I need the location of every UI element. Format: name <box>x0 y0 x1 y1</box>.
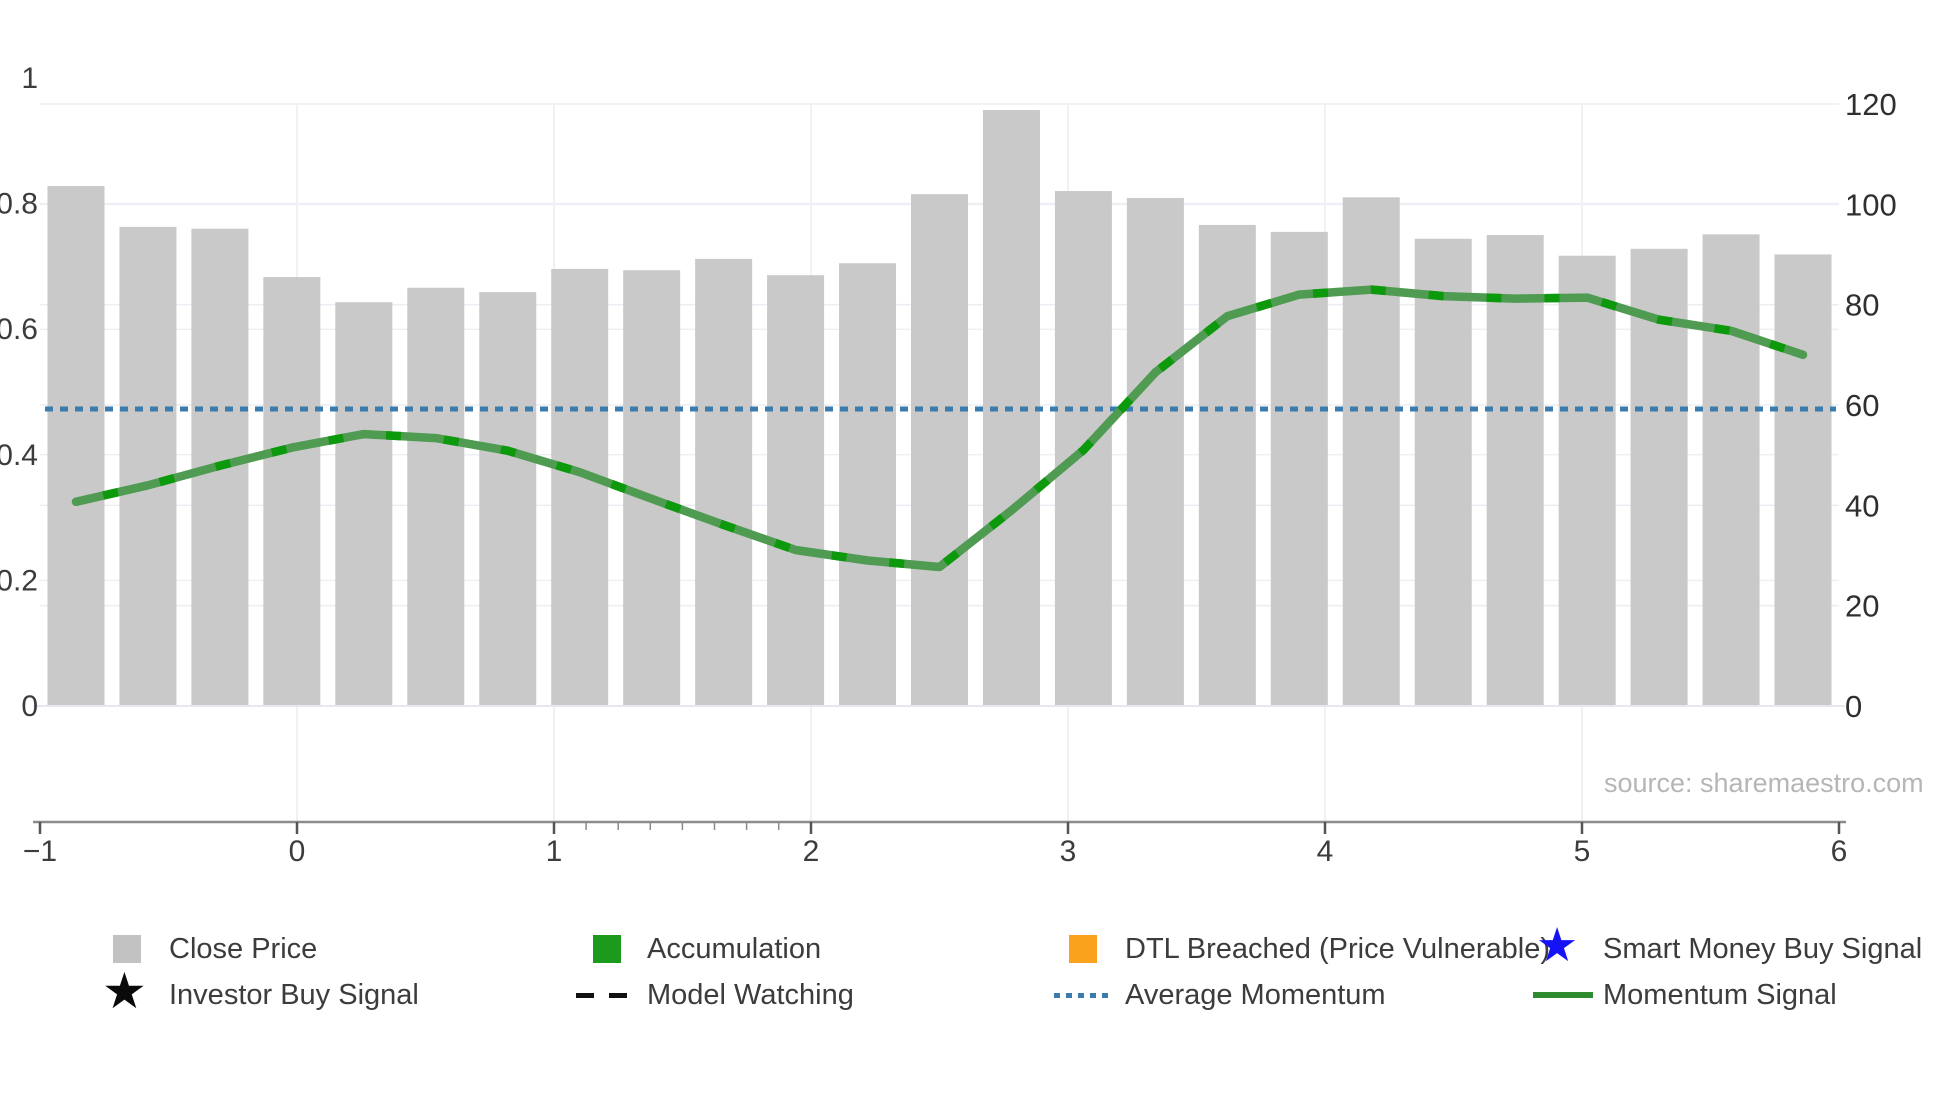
close-price-bars <box>47 110 1832 707</box>
momentum-signal-line-icon[interactable] <box>1533 992 1593 998</box>
right-axis-tick-label: 60 <box>1845 388 1879 423</box>
left-axis-tick-label: 0 <box>21 690 38 723</box>
right-axis-tick-label: 40 <box>1845 488 1879 523</box>
legend-label-model-watching[interactable]: Model Watching <box>647 979 854 1011</box>
right-axis-labels: 0 20 40 60 80 100 120 <box>1845 87 1897 724</box>
x-axis-tick-label: 6 <box>1831 835 1848 868</box>
close-price-bar <box>695 258 753 706</box>
left-axis-tick-label: 0.4 <box>0 439 38 472</box>
x-axis-tick-label: −1 <box>23 835 57 868</box>
close-price-bar <box>1126 197 1184 706</box>
accumulation-swatch-icon[interactable] <box>593 935 621 963</box>
right-axis-tick-label: 80 <box>1845 288 1879 323</box>
close-price-bar <box>335 302 393 706</box>
legend-label-smart-money[interactable]: Smart Money Buy Signal <box>1603 933 1923 965</box>
legend-label-momentum-signal[interactable]: Momentum Signal <box>1603 979 1837 1011</box>
x-axis-tick-label: 0 <box>289 835 306 868</box>
legend-label-accumulation[interactable]: Accumulation <box>647 933 822 965</box>
legend-label-dtl-breached[interactable]: DTL Breached (Price Vulnerable) <box>1125 933 1550 965</box>
legend-label-close-price[interactable]: Close Price <box>169 933 318 965</box>
close-price-bar <box>1270 231 1328 707</box>
left-axis-tick-label: 0.6 <box>0 313 38 346</box>
x-axis-tick-label: 4 <box>1317 835 1334 868</box>
close-price-bar <box>551 268 609 706</box>
left-axis-tick-label: 0.8 <box>0 188 38 221</box>
legend-label-average-momentum[interactable]: Average Momentum <box>1125 979 1386 1011</box>
close-price-bar <box>407 287 465 706</box>
left-axis-labels: 0 0.2 0.4 0.6 0.8 1 <box>0 62 38 723</box>
average-momentum-dots-icon[interactable] <box>1054 993 1108 998</box>
close-price-bar <box>119 226 177 706</box>
dtl-breached-swatch-icon[interactable] <box>1069 935 1097 963</box>
right-axis-tick-label: 100 <box>1845 187 1897 222</box>
smart-money-buy-star-icon[interactable]: ★ <box>1536 918 1579 973</box>
x-axis-tick-label: 1 <box>546 835 563 868</box>
close-price-bar <box>1414 238 1472 706</box>
left-axis-tick-label: 0.2 <box>0 564 38 597</box>
right-axis-tick-label: 0 <box>1845 689 1862 724</box>
x-axis-labels: −1 0 1 2 3 4 5 6 <box>23 835 1847 868</box>
close-price-bar <box>911 194 968 706</box>
close-price-bar <box>1558 255 1616 706</box>
x-axis <box>33 820 1846 834</box>
close-price-swatch-icon[interactable] <box>113 935 141 963</box>
close-price-bar <box>1486 235 1544 706</box>
close-price-bar <box>839 263 897 706</box>
source-watermark: source: sharemaestro.com <box>1604 768 1924 798</box>
x-axis-tick-label: 5 <box>1574 835 1591 868</box>
close-price-bar <box>47 186 105 707</box>
right-axis-tick-label: 20 <box>1845 589 1879 624</box>
close-price-bar <box>1342 197 1400 706</box>
close-price-bar <box>767 275 825 706</box>
close-price-bar <box>263 277 321 706</box>
left-axis-tick-label: 1 <box>21 62 38 95</box>
close-price-bar <box>1702 234 1760 706</box>
momentum-signal-line <box>71 285 1808 572</box>
close-price-bar <box>479 292 537 706</box>
x-axis-tick-label: 2 <box>803 835 820 868</box>
model-watching-dash-icon[interactable] <box>576 993 630 998</box>
close-price-bar <box>1774 254 1832 706</box>
x-axis-tick-label: 3 <box>1060 835 1077 868</box>
right-axis-tick-label: 120 <box>1845 87 1897 122</box>
legend-label-investor-buy[interactable]: Investor Buy Signal <box>169 979 419 1011</box>
investor-buy-star-icon[interactable]: ★ <box>102 962 147 1020</box>
close-price-bar <box>1198 224 1256 706</box>
